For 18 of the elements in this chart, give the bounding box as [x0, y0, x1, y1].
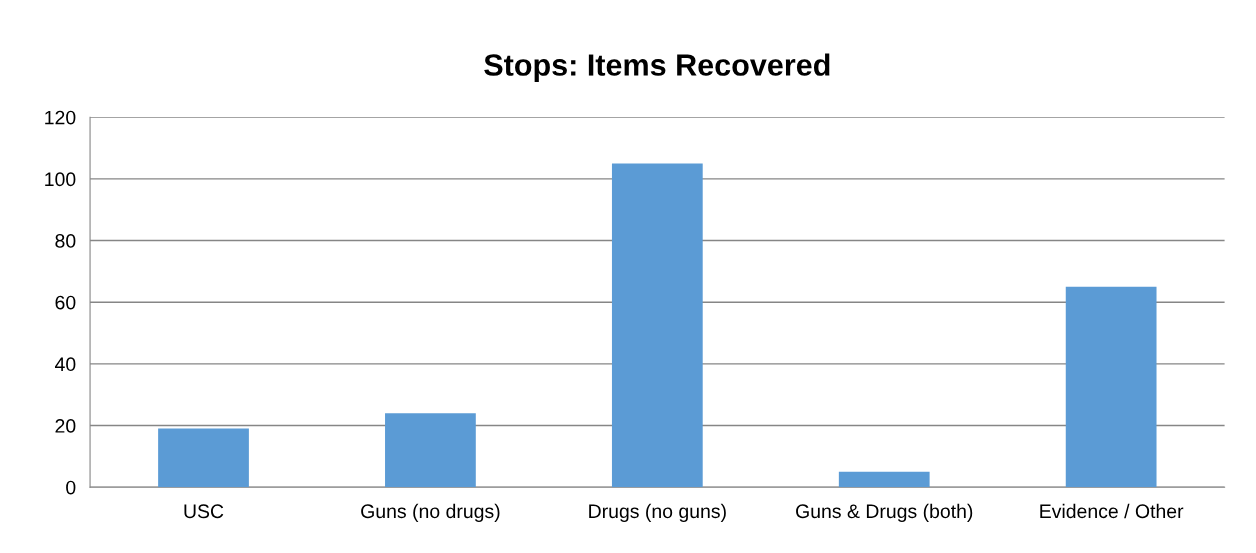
y-tick-label: 0	[66, 480, 76, 495]
y-tick-label: 20	[55, 419, 76, 433]
y-tick-label: 120	[45, 110, 76, 125]
bar	[1065, 286, 1157, 488]
y-tick-label: 60	[55, 295, 76, 310]
bar	[385, 413, 476, 488]
bar	[611, 163, 703, 488]
x-tick-label: Guns & Drugs (both)	[796, 503, 973, 522]
bar	[838, 471, 930, 488]
y-tick-label: 80	[55, 234, 76, 248]
x-tick-label: USC	[184, 504, 224, 519]
bar	[158, 428, 249, 488]
chart-title: Stops: Items Recovered	[484, 53, 830, 82]
x-tick-label: Guns (no drugs)	[361, 503, 500, 522]
x-tick-label: Drugs (no guns)	[589, 503, 726, 522]
x-tick-label: Evidence / Other	[1040, 503, 1184, 519]
y-tick-label: 40	[54, 357, 76, 372]
y-tick-label: 100	[45, 172, 76, 187]
